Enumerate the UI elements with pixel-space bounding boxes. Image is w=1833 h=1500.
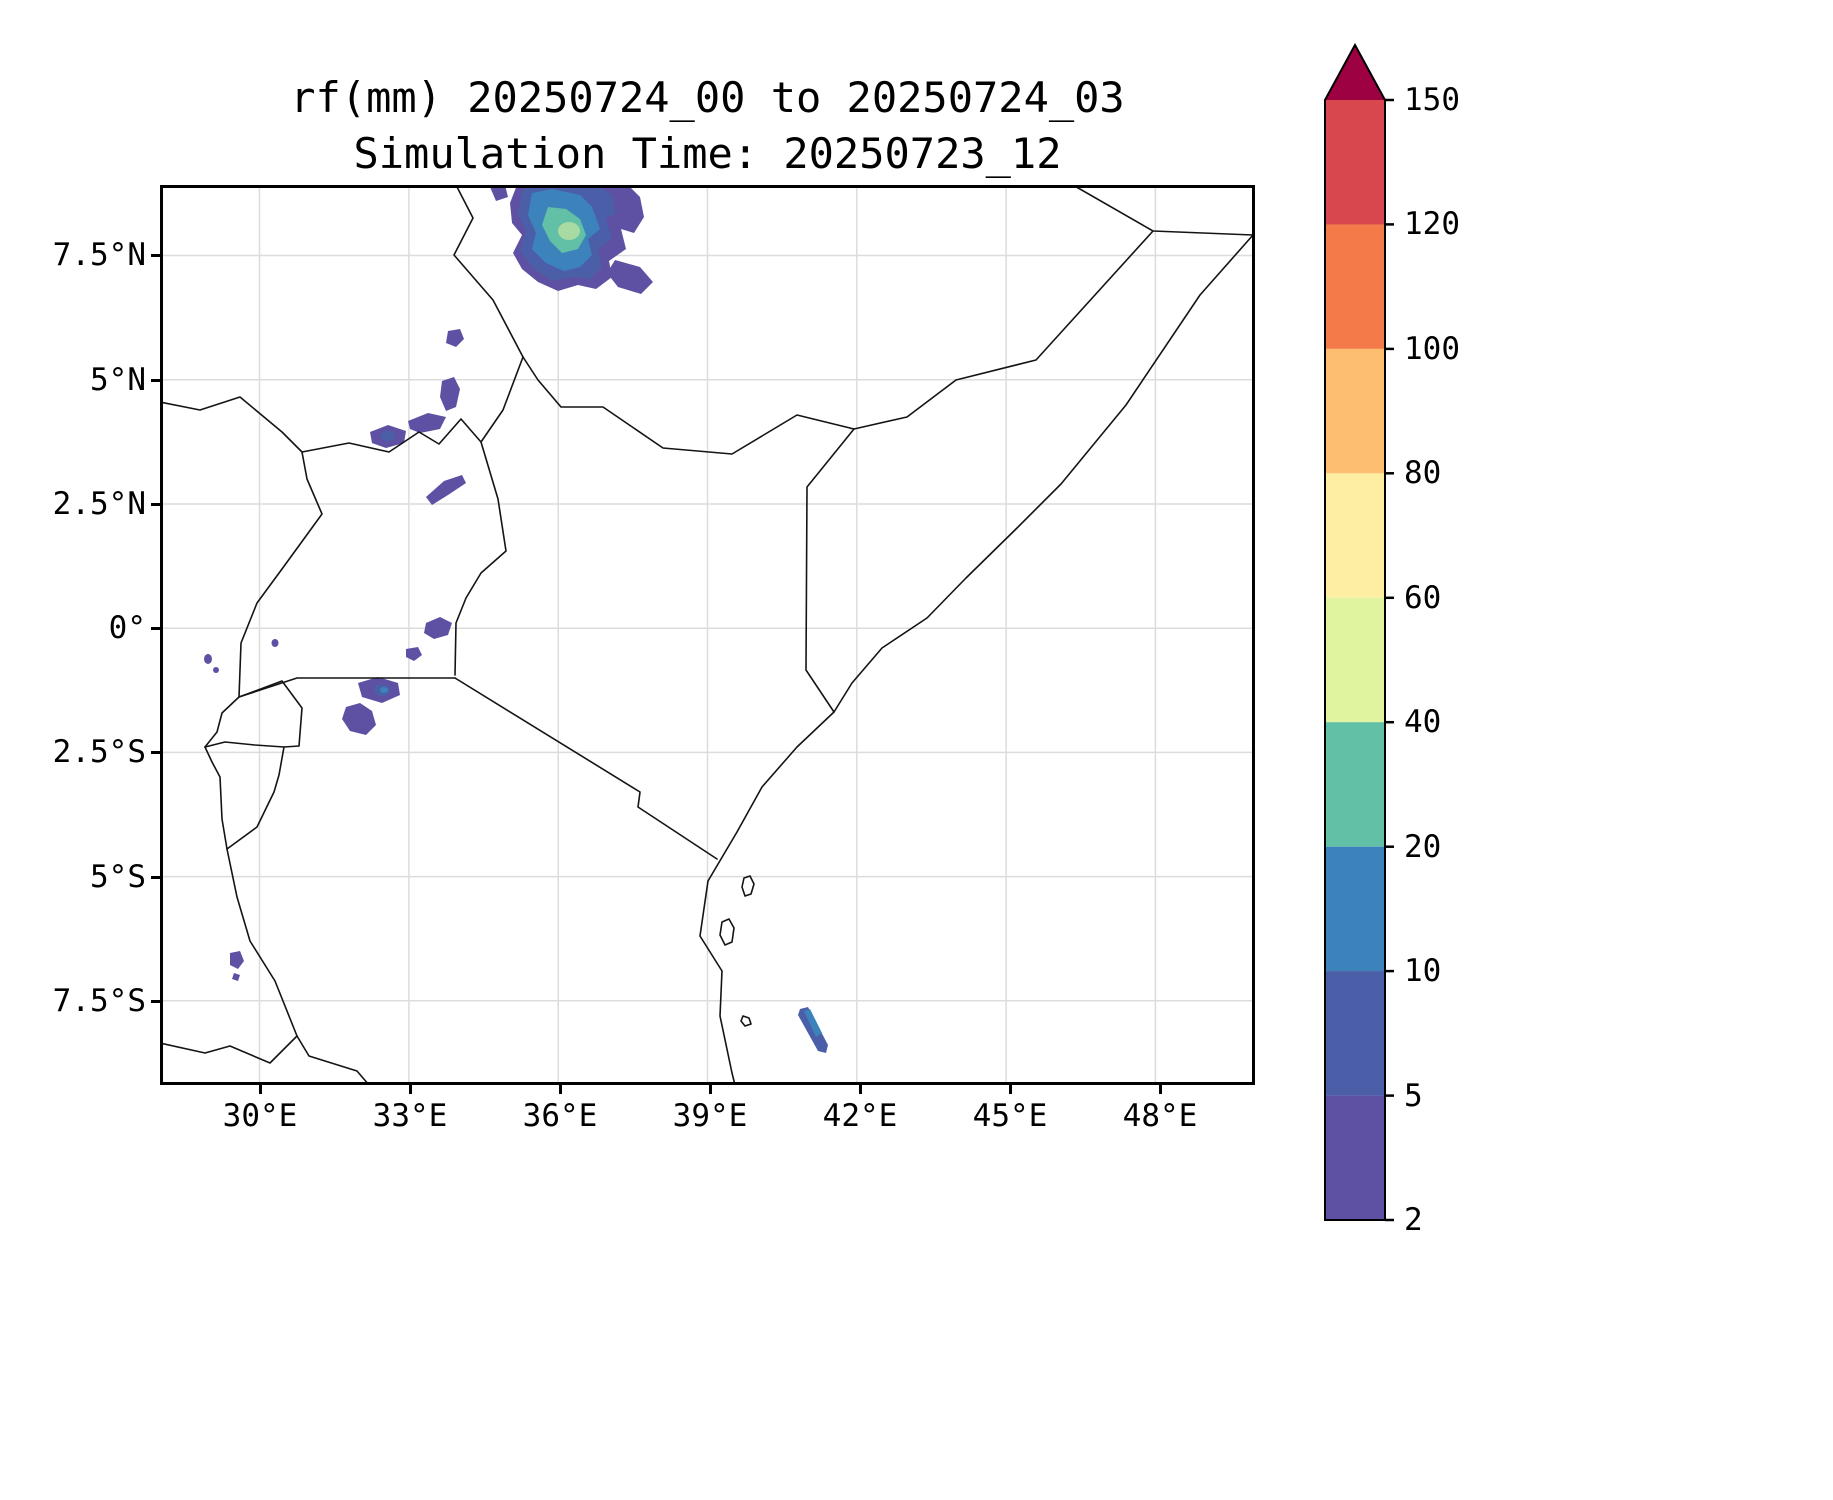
colorbar-over-arrow (1325, 45, 1385, 100)
rain-patch (406, 647, 422, 661)
colorbar-tick-label: 150 (1404, 82, 1460, 118)
colorbar-segment (1325, 348, 1385, 474)
rain-patch (380, 687, 388, 693)
rain-patches (204, 185, 828, 1053)
y-tick-mark (151, 751, 160, 754)
rain-patch (426, 475, 466, 505)
colorbar-tick-label: 2 (1404, 1202, 1423, 1238)
border-line (159, 356, 524, 453)
colorbar-segment (1325, 100, 1385, 225)
border-line (238, 451, 323, 698)
colorbar-segment (1325, 1095, 1385, 1220)
colorbar-segment (1325, 846, 1385, 972)
colorbar-segment (1325, 597, 1385, 723)
axes-frame (160, 185, 1255, 1085)
x-tick-mark (859, 1085, 862, 1094)
island-outline (741, 875, 755, 897)
y-tick-label: 5°N (90, 362, 146, 398)
colorbar-tick-marks (1385, 98, 1394, 1222)
rain-patch (342, 703, 376, 735)
x-tick-mark (559, 1085, 562, 1094)
gridlines (160, 185, 1255, 1085)
plot-title: rf(mm) 20250724_00 to 20250724_03 (290, 73, 1125, 122)
border-line (204, 746, 228, 850)
x-tick-label: 48°E (1122, 1098, 1198, 1134)
rain-patch (804, 1009, 822, 1037)
y-tick-label: 5°S (90, 859, 146, 895)
island-outline (719, 918, 735, 946)
colorbar-tick-label: 20 (1404, 829, 1442, 865)
rain-patch (607, 260, 653, 294)
border-line (159, 1035, 298, 1064)
x-tick-mark (709, 1085, 712, 1094)
border-line (204, 741, 285, 748)
colorbar-tick-label: 10 (1404, 953, 1442, 989)
rain-patch (408, 413, 446, 433)
y-tick-mark (151, 1000, 160, 1003)
colorbar-outline (1324, 42, 1386, 1221)
x-tick-mark (1159, 1085, 1162, 1094)
border-line (204, 696, 240, 748)
rain-patch-core (558, 222, 580, 240)
y-tick-label: 2.5°S (52, 734, 146, 770)
border-line (226, 848, 370, 1086)
rain-patch (490, 185, 508, 201)
x-tick-label: 33°E (372, 1098, 448, 1134)
colorbar (1324, 42, 1394, 1222)
y-tick-label: 2.5°N (52, 486, 146, 522)
y-tick-label: 7.5°S (52, 983, 146, 1019)
y-tick-label: 0° (108, 610, 146, 646)
rain-patch (230, 951, 244, 969)
border-line (454, 441, 507, 676)
x-tick-label: 30°E (222, 1098, 298, 1134)
island-outline (740, 1015, 752, 1027)
y-tick-mark (151, 503, 160, 506)
y-tick-label: 7.5°N (52, 237, 146, 273)
rain-patch (213, 667, 219, 673)
x-tick-label: 42°E (822, 1098, 898, 1134)
border-line (238, 677, 456, 698)
colorbar-tick-label: 120 (1404, 206, 1460, 242)
colorbar-tick-label: 40 (1404, 704, 1442, 740)
figure-title-block: rf(mm) 20250724_00 to 20250724_03 Simula… (160, 70, 1255, 182)
colorbar-segment (1325, 971, 1385, 1096)
rain-patch (271, 639, 279, 647)
rain-patch (381, 431, 395, 441)
border-line (453, 184, 524, 358)
rain-patch (204, 654, 212, 664)
x-tick-label: 36°E (522, 1098, 598, 1134)
map-plot-area (159, 184, 1255, 1086)
border-line (454, 677, 718, 860)
rain-patch (424, 617, 452, 639)
colorbar-tick-label: 80 (1404, 455, 1442, 491)
rain-patch (446, 329, 464, 347)
colorbar-segment (1325, 722, 1385, 847)
border-line (226, 680, 303, 850)
coastline (699, 184, 1254, 1086)
border-line (522, 356, 855, 455)
colorbar-segment (1325, 473, 1385, 598)
map-canvas (159, 184, 1255, 1086)
x-tick-mark (1009, 1085, 1012, 1094)
x-tick-mark (259, 1085, 262, 1094)
colorbar-tick-label: 60 (1404, 580, 1442, 616)
y-tick-mark (151, 254, 160, 257)
x-tick-label: 39°E (672, 1098, 748, 1134)
country-borders (159, 184, 1254, 1086)
plot-subtitle: Simulation Time: 20250723_12 (353, 129, 1062, 178)
rain-patch (232, 973, 240, 981)
colorbar-segment (1325, 224, 1385, 349)
x-tick-label: 45°E (972, 1098, 1048, 1134)
y-tick-mark (151, 379, 160, 382)
y-tick-mark (151, 876, 160, 879)
rain-patch (440, 377, 460, 411)
y-tick-mark (151, 627, 160, 630)
x-tick-mark (409, 1085, 412, 1094)
colorbar-tick-label: 100 (1404, 331, 1460, 367)
border-line (805, 230, 1154, 713)
colorbar-tick-label: 5 (1404, 1078, 1423, 1114)
